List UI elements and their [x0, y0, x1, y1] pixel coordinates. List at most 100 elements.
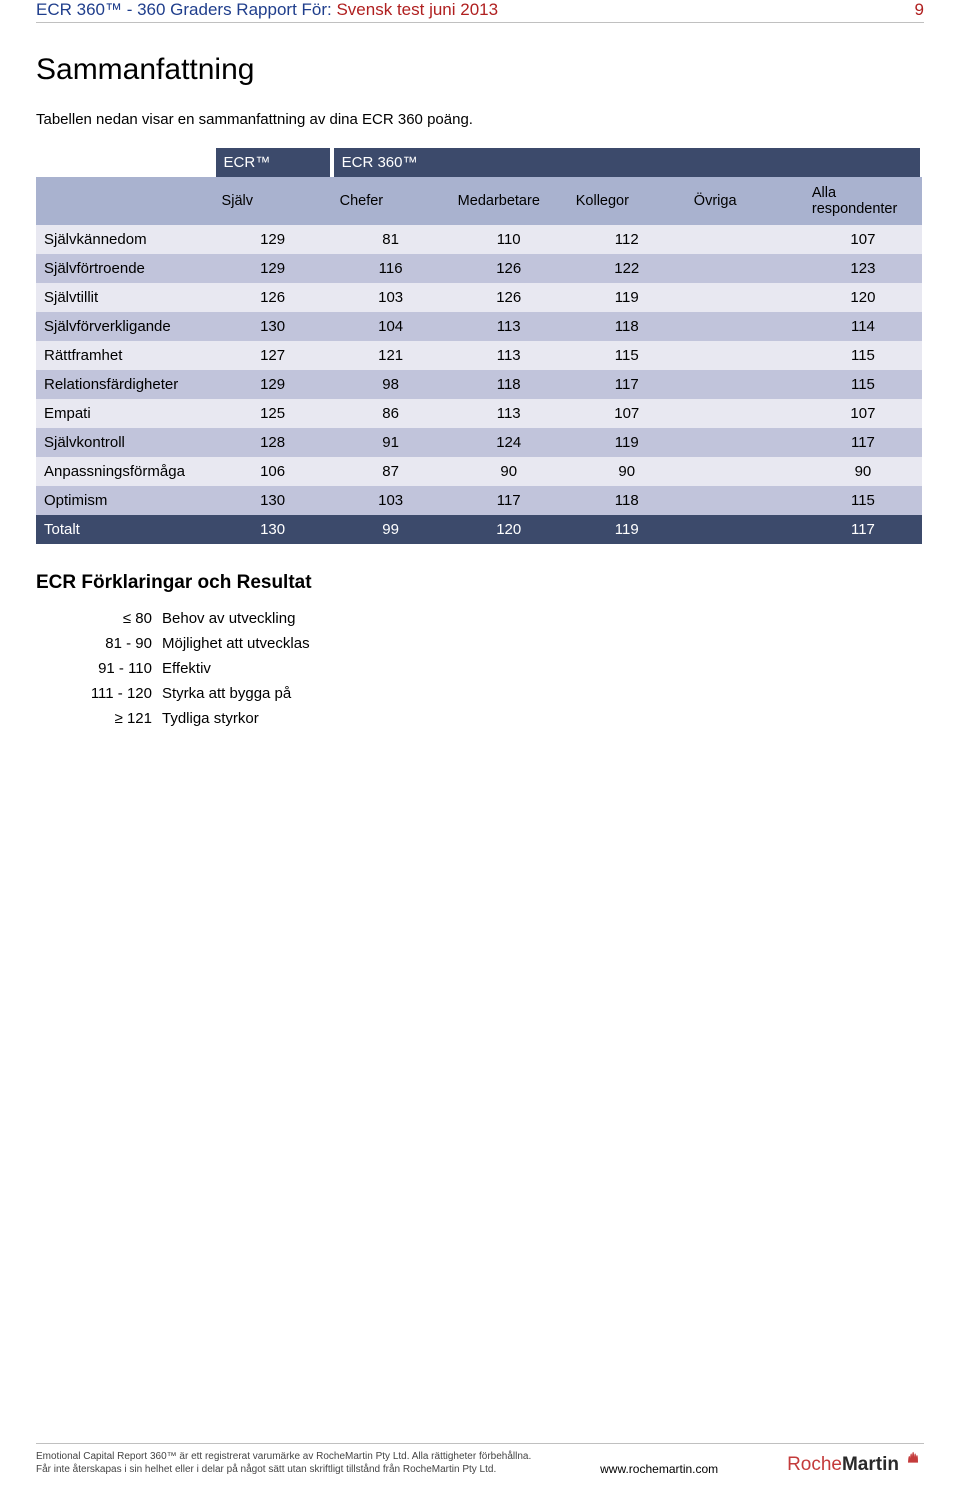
legend-value: Effektiv	[162, 660, 211, 677]
cell: 90	[568, 457, 686, 486]
footer-logo: RocheMartin	[787, 1450, 924, 1476]
cell: 115	[804, 370, 922, 399]
cell: 117	[450, 486, 568, 515]
cell	[686, 428, 804, 457]
cell: 119	[568, 428, 686, 457]
table-row: Självkontroll12891124119117	[36, 428, 922, 457]
cell	[686, 515, 804, 544]
cell	[686, 399, 804, 428]
table-row: Självförverkligande130104113118114	[36, 312, 922, 341]
cell: 129	[214, 225, 332, 254]
cell: 126	[450, 283, 568, 312]
cell: 116	[332, 254, 450, 283]
cell: 120	[804, 283, 922, 312]
legend-key: 91 - 110	[78, 660, 162, 677]
cell: 130	[214, 486, 332, 515]
legend-row: ≤ 80Behov av utveckling	[78, 610, 924, 627]
cell: 106	[214, 457, 332, 486]
cell: 110	[450, 225, 568, 254]
footer-line2: Får inte återskapas i sin helhet eller i…	[36, 1463, 531, 1476]
cell: 118	[450, 370, 568, 399]
table-col-5: Alla respondenter	[804, 177, 922, 225]
legend: ≤ 80Behov av utveckling81 - 90Möjlighet …	[78, 610, 924, 727]
cell: 117	[804, 515, 922, 544]
cell: 114	[804, 312, 922, 341]
cell: 119	[568, 283, 686, 312]
row-label: Totalt	[36, 515, 214, 544]
row-label: Rättframhet	[36, 341, 214, 370]
cell: 123	[804, 254, 922, 283]
cell	[686, 341, 804, 370]
row-label: Optimism	[36, 486, 214, 515]
cell: 115	[568, 341, 686, 370]
cell: 119	[568, 515, 686, 544]
cell: 121	[332, 341, 450, 370]
cell: 125	[214, 399, 332, 428]
cell: 98	[332, 370, 450, 399]
legend-key: 111 - 120	[78, 685, 162, 702]
table-row: Självkännedom12981110112107	[36, 225, 922, 254]
cell: 107	[804, 225, 922, 254]
logo-martin: Martin	[842, 1454, 899, 1476]
cell: 112	[568, 225, 686, 254]
row-label: Självkännedom	[36, 225, 214, 254]
cell: 127	[214, 341, 332, 370]
footer-url: www.rochemartin.com	[600, 1462, 718, 1476]
legend-key: ≤ 80	[78, 610, 162, 627]
cell: 130	[214, 515, 332, 544]
cell: 90	[450, 457, 568, 486]
cell	[686, 486, 804, 515]
legend-value: Tydliga styrkor	[162, 710, 259, 727]
table-col-blank	[36, 177, 214, 225]
row-label: Anpassningsförmåga	[36, 457, 214, 486]
page-number: 9	[915, 0, 924, 20]
cell: 118	[568, 486, 686, 515]
cell: 126	[450, 254, 568, 283]
legend-value: Möjlighet att utvecklas	[162, 635, 310, 652]
cell: 120	[450, 515, 568, 544]
table-header-ecr: ECR™	[214, 148, 332, 177]
table-col-3: Kollegor	[568, 177, 686, 225]
cell: 87	[332, 457, 450, 486]
legend-key: 81 - 90	[78, 635, 162, 652]
cell: 118	[568, 312, 686, 341]
legend-row: 111 - 120Styrka att bygga på	[78, 685, 924, 702]
cell: 115	[804, 486, 922, 515]
table-header-ecr360: ECR 360™	[332, 148, 922, 177]
legend-row: 81 - 90Möjlighet att utvecklas	[78, 635, 924, 652]
cell: 91	[332, 428, 450, 457]
cell: 107	[568, 399, 686, 428]
header-subject: Svensk test juni 2013	[336, 0, 498, 19]
cell: 86	[332, 399, 450, 428]
cell: 126	[214, 283, 332, 312]
cell: 128	[214, 428, 332, 457]
table-col-4: Övriga	[686, 177, 804, 225]
cell	[686, 283, 804, 312]
header-title: ECR 360™ - 360 Graders Rapport För: Sven…	[36, 0, 498, 20]
footer-line1: Emotional Capital Report 360™ är ett reg…	[36, 1450, 531, 1463]
legend-row: 91 - 110Effektiv	[78, 660, 924, 677]
row-label: Självförtroende	[36, 254, 214, 283]
cell	[686, 312, 804, 341]
cell: 113	[450, 312, 568, 341]
cell: 124	[450, 428, 568, 457]
cell: 130	[214, 312, 332, 341]
table-header-blank	[36, 148, 214, 177]
table-row: Empati12586113107107	[36, 399, 922, 428]
cell: 107	[804, 399, 922, 428]
cell: 115	[804, 341, 922, 370]
cell	[686, 457, 804, 486]
cell: 113	[450, 399, 568, 428]
row-label: Självtillit	[36, 283, 214, 312]
legend-value: Behov av utveckling	[162, 610, 295, 627]
table-row-total: Totalt13099120119117	[36, 515, 922, 544]
cell: 129	[214, 370, 332, 399]
row-label: Relationsfärdigheter	[36, 370, 214, 399]
explain-title: ECR Förklaringar och Resultat	[36, 572, 924, 594]
table-row: Rättframhet127121113115115	[36, 341, 922, 370]
table-col-1: Chefer	[332, 177, 450, 225]
hand-icon	[902, 1446, 924, 1472]
page-footer: Emotional Capital Report 360™ är ett reg…	[36, 1443, 924, 1476]
cell	[686, 370, 804, 399]
table-row: Självtillit126103126119120	[36, 283, 922, 312]
